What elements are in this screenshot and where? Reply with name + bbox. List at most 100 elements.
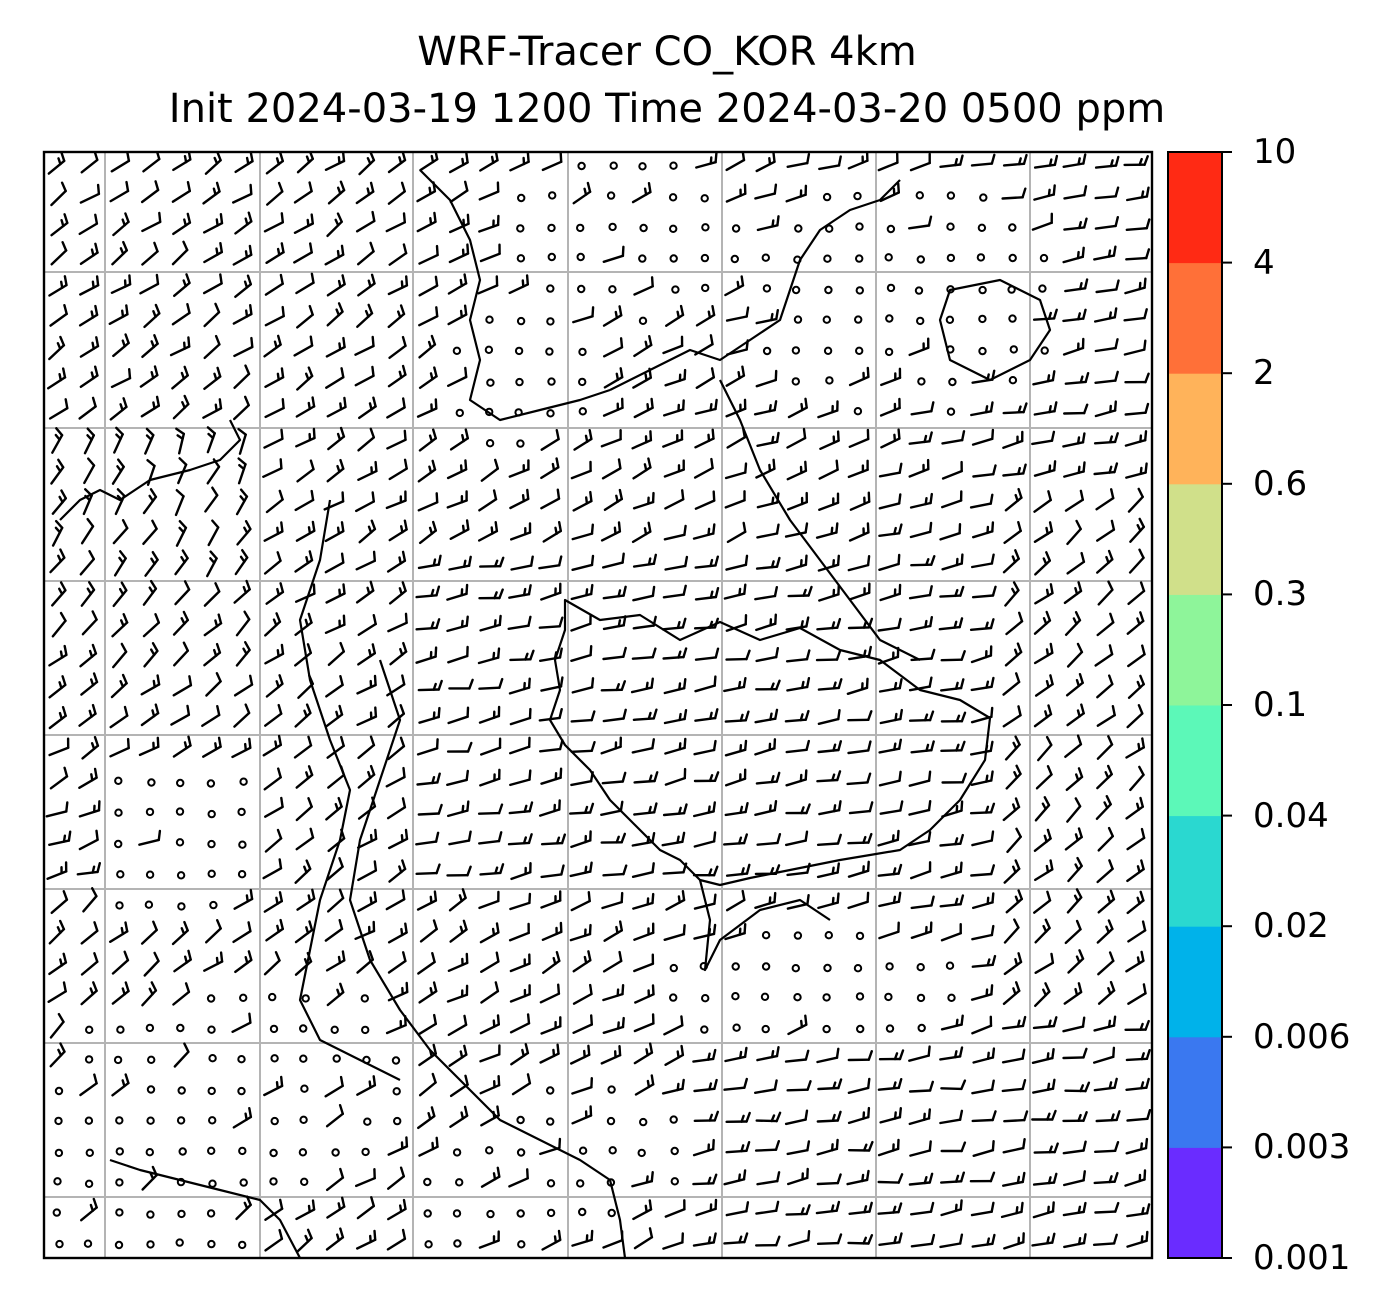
barb-shaft [415,594,438,599]
barb-flag [399,736,406,748]
barb-shaft [662,1241,684,1250]
barb-flag [676,835,680,844]
wind-barb [265,489,284,514]
barb-flag [59,581,67,592]
barb-flag [247,211,253,223]
barb-shaft [235,1203,252,1221]
barb-flag [1077,581,1083,593]
barb-flag [340,367,345,379]
barb-flag [152,679,156,689]
barb-shaft [386,559,407,573]
calm-wind-circle [175,807,185,816]
wind-barb [817,709,841,725]
barb-flag [709,590,714,599]
barb-flag [804,1109,809,1121]
wind-barb [1129,765,1145,792]
barb-shaft [570,839,592,849]
barb-shaft [1031,221,1053,231]
calm-wind-circle [700,194,709,203]
wind-barb [724,462,748,480]
barb-flag [1014,549,1020,560]
barb-flag [87,581,96,592]
wind-barb [204,919,222,944]
barb-flag [1013,771,1019,779]
calm-wind-circle [177,1209,186,1219]
wind-barb [908,770,932,787]
barb-flag [743,1232,749,1244]
wind-barb [756,1045,780,1062]
wind-barb [755,1235,781,1247]
barb-shaft [1004,743,1021,761]
barb-flag [1044,918,1051,930]
barb-flag [1079,375,1084,384]
calm-wind-circle [209,900,218,910]
barb-shaft [693,840,716,848]
calm-wind-circle [392,1087,401,1096]
barb-flag [990,153,996,165]
wind-barb [233,579,251,604]
barb-flag [187,735,192,747]
wind-barb [662,584,687,599]
barb-flag [1045,735,1053,747]
wind-barb [47,367,67,390]
barb-flag [1080,703,1085,715]
barb-shaft [971,933,994,941]
barb-flag [338,857,344,868]
wind-barb [819,430,840,450]
barb-flag [615,683,620,692]
wind-barb [847,832,873,845]
barb-shaft [665,898,686,911]
wind-barb [665,304,685,327]
barb-shaft [1031,1056,1054,1065]
wind-barb [786,1079,812,1092]
barb-flag [404,828,409,841]
barb-flag [429,1049,433,1058]
barb-shaft [725,407,747,418]
barb-shaft [878,471,901,478]
barb-shaft [600,530,622,542]
wind-barb [785,739,810,754]
barb-shaft [818,501,840,511]
barb-shaft [571,1238,593,1247]
barb-flag [898,770,902,782]
barb-shaft [477,284,499,295]
barb-flag [928,431,933,443]
calm-wind-circle [113,1055,123,1065]
barb-flag [893,1235,897,1245]
barb-flag [1077,1236,1082,1246]
barb-flag [1013,918,1020,929]
barb-flag [465,615,469,627]
barb-shaft [177,463,188,485]
barb-flag [121,519,129,530]
barb-flag [709,334,714,346]
wind-barb [327,426,346,451]
barb-flag [681,831,686,843]
barb-flag [310,489,315,502]
calm-wind-circle [638,316,648,325]
barb-shaft [170,713,191,726]
barb-shaft [540,591,562,601]
barb-shaft [327,650,345,666]
wind-barb [79,336,100,358]
barb-flag [1105,925,1110,934]
barb-flag [897,617,902,629]
barb-shaft [573,437,593,451]
barb-flag [590,583,594,596]
barb-flag [339,402,343,411]
wind-barb [878,891,902,908]
barb-flag [985,988,989,997]
barb-flag [1109,889,1116,901]
wind-barb [723,1077,748,1091]
barb-flag [713,893,717,905]
barb-flag [585,496,589,505]
barb-shaft [1033,1150,1056,1154]
barb-shaft [879,406,901,417]
barb-flag [183,955,188,964]
barb-shaft [816,871,839,879]
wind-barb [1095,1110,1121,1123]
wind-barb [78,396,97,420]
wind-barb [1033,982,1051,1007]
barb-flag [1108,465,1113,474]
barb-shaft [817,563,840,572]
wind-barb [387,1198,407,1221]
